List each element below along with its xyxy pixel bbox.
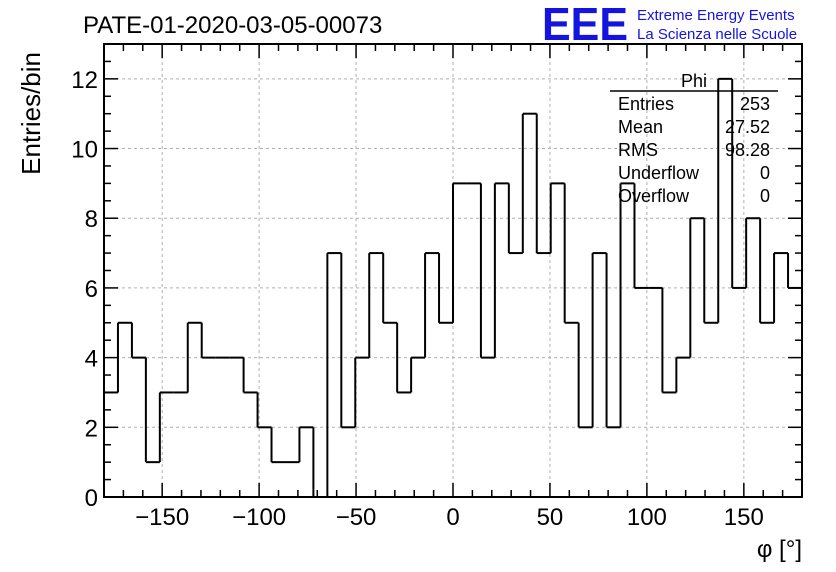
x-axis-label: φ [°] <box>757 536 802 563</box>
chart-title: PATE-01-2020-03-05-00073 <box>83 12 382 39</box>
y-tick-label: 4 <box>85 346 98 373</box>
stats-row-value: 0 <box>760 163 770 183</box>
x-tick-label: 0 <box>446 504 459 531</box>
stats-row-value: 0 <box>760 186 770 206</box>
y-axis: 0 2 4 6 8 10 12 <box>71 43 802 512</box>
stats-row-label: Overflow <box>618 186 690 206</box>
x-tick-label: −150 <box>135 504 189 531</box>
logo-line1: Extreme Energy Events <box>637 7 795 24</box>
y-tick-label: 0 <box>85 485 98 512</box>
y-axis-label: Entries/bin <box>16 52 46 175</box>
stats-rows: Entries 253 Mean 27.52 RMS 98.28 Underflow 0 Ove… <box>618 94 770 206</box>
y-tick-label: 6 <box>85 276 98 303</box>
stats-row-label: RMS <box>618 140 658 160</box>
stats-box: Phi Entries 253 Mean 27.52 RMS 98.28 Underflow… <box>610 71 778 206</box>
stats-row-value: 253 <box>740 94 770 114</box>
logo-line2: La Scienza nelle Scuole <box>637 26 797 43</box>
y-tick-label: 10 <box>71 137 98 164</box>
x-tick-label: 50 <box>537 504 564 531</box>
x-tick-label: −50 <box>336 504 377 531</box>
stats-row-label: Entries <box>618 94 674 114</box>
x-tick-label: −100 <box>232 504 286 531</box>
stats-row-value: 98.28 <box>725 140 770 160</box>
y-tick-label: 2 <box>85 415 98 442</box>
logo-mark: EEE <box>542 0 628 50</box>
stats-row-value: 27.52 <box>725 117 770 137</box>
x-tick-label: 100 <box>627 504 667 531</box>
stats-title: Phi <box>681 71 707 91</box>
stats-row-label: Mean <box>618 117 663 137</box>
stats-row-label: Underflow <box>618 163 700 183</box>
y-tick-label: 8 <box>85 206 98 233</box>
eee-logo: EEE Extreme Energy Events La Scienza nel… <box>542 0 797 50</box>
x-axis: −150 −100 −50 0 50 100 150 <box>103 44 803 531</box>
x-tick-label: 150 <box>724 504 764 531</box>
y-tick-label: 12 <box>71 67 98 94</box>
histogram-series <box>104 77 802 498</box>
